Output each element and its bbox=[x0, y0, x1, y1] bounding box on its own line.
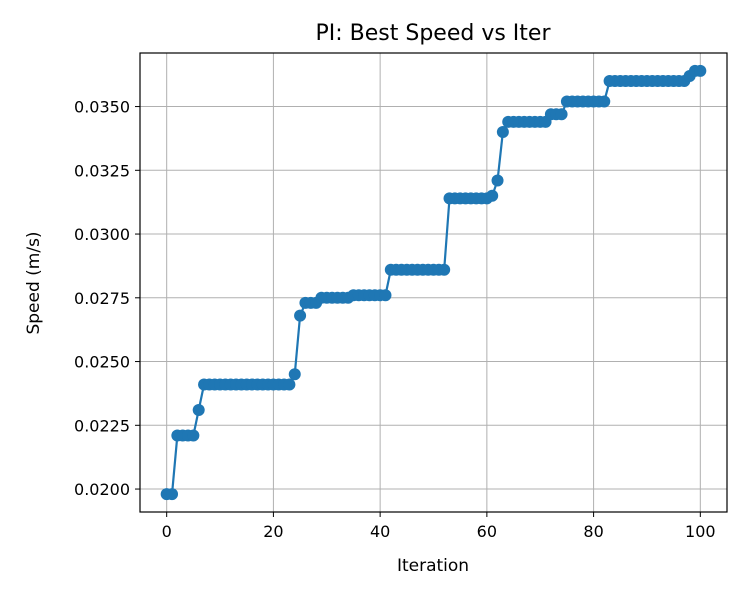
x-tick-label: 0 bbox=[162, 522, 172, 541]
data-point bbox=[486, 189, 499, 202]
x-axis-label: Iteration bbox=[397, 556, 469, 576]
y-tick-label: 0.0250 bbox=[74, 353, 130, 372]
data-point bbox=[288, 368, 301, 381]
y-tick-label: 0.0200 bbox=[74, 480, 130, 499]
y-tick-label: 0.0225 bbox=[74, 416, 130, 435]
x-tick-label: 20 bbox=[263, 522, 283, 541]
data-point bbox=[496, 126, 509, 139]
x-tick-label: 40 bbox=[370, 522, 390, 541]
x-tick-label: 100 bbox=[685, 522, 716, 541]
data-point bbox=[283, 378, 296, 391]
data-point bbox=[555, 108, 568, 121]
y-tick-label: 0.0300 bbox=[74, 225, 130, 244]
data-point bbox=[192, 404, 205, 416]
data-point bbox=[694, 64, 707, 77]
data-point bbox=[379, 289, 392, 302]
data-point bbox=[491, 174, 504, 187]
y-axis-label: Speed (m/s) bbox=[24, 231, 44, 334]
data-point bbox=[438, 263, 451, 276]
plot-frame bbox=[139, 52, 728, 513]
y-tick-label: 0.0325 bbox=[74, 161, 130, 180]
y-tick-label: 0.0275 bbox=[74, 289, 130, 308]
x-tick-label: 60 bbox=[477, 522, 497, 541]
y-tick-label: 0.0350 bbox=[74, 98, 130, 117]
chart-title: PI: Best Speed vs Iter bbox=[316, 21, 552, 46]
data-point bbox=[166, 488, 179, 501]
data-point bbox=[598, 95, 611, 108]
grid bbox=[140, 53, 727, 512]
series-line-group bbox=[160, 64, 707, 501]
axis-ticks: 0 20 40 60 80 100 0.0200 0.0225 0.0250 0.0275 0.03… bbox=[74, 98, 716, 541]
x-tick-label: 80 bbox=[583, 522, 603, 541]
data-point bbox=[187, 429, 200, 442]
data-point bbox=[294, 309, 307, 322]
